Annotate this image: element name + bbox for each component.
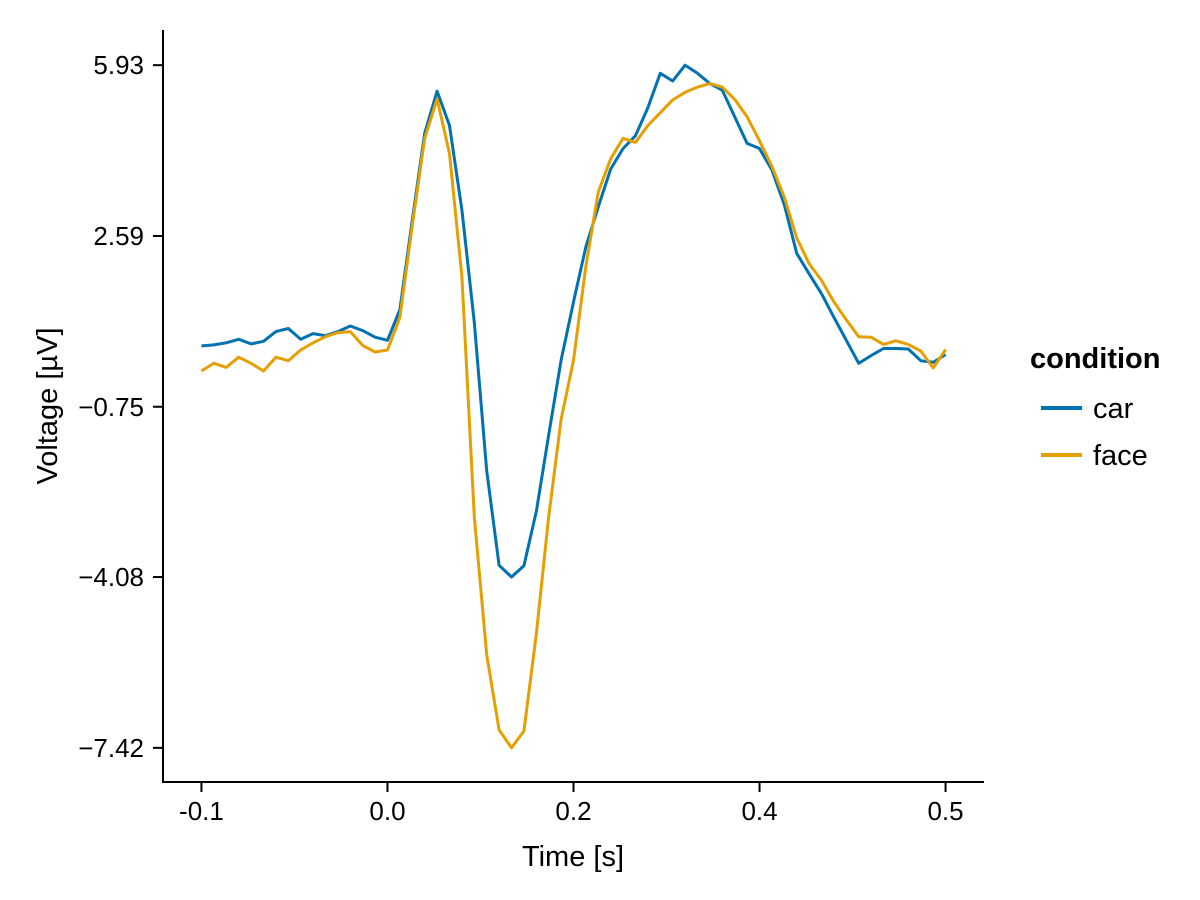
x-tick-label: 0.5	[927, 796, 963, 826]
y-tick-label: −4.08	[78, 562, 144, 592]
x-tick-label: 0.2	[555, 796, 591, 826]
x-tick-label: -0.1	[179, 796, 224, 826]
x-axis-ticks: -0.1 0.0 0.2 0.4 0.5	[179, 782, 964, 826]
y-axis-label: Voltage [µV]	[32, 328, 64, 485]
y-tick-label: 2.59	[93, 221, 144, 251]
legend-title: condition	[1030, 343, 1160, 375]
x-axis-label: Time [s]	[522, 841, 624, 873]
legend-label-face: face	[1093, 440, 1148, 472]
axes: 5.93 2.59 −0.75 −4.08 −7.42 -0.1 0.0 0.2 0.4 0.5	[78, 30, 984, 826]
legend-entry-car: car	[1041, 393, 1134, 425]
series-line-face	[200, 82, 947, 750]
legend-label-car: car	[1093, 393, 1134, 425]
y-tick-label: 5.93	[93, 50, 144, 80]
legend-entries: car face	[1041, 393, 1148, 472]
plot-series	[200, 63, 947, 750]
y-tick-label: −7.42	[78, 733, 144, 763]
legend: condition car face	[1030, 343, 1160, 472]
y-tick-label: −0.75	[78, 392, 144, 422]
x-tick-label: 0.4	[741, 796, 777, 826]
legend-entry-face: face	[1041, 440, 1148, 472]
x-tick-label: 0.0	[369, 796, 405, 826]
series-line-car	[201, 63, 947, 579]
y-axis-ticks: 5.93 2.59 −0.75 −4.08 −7.42	[78, 50, 163, 763]
